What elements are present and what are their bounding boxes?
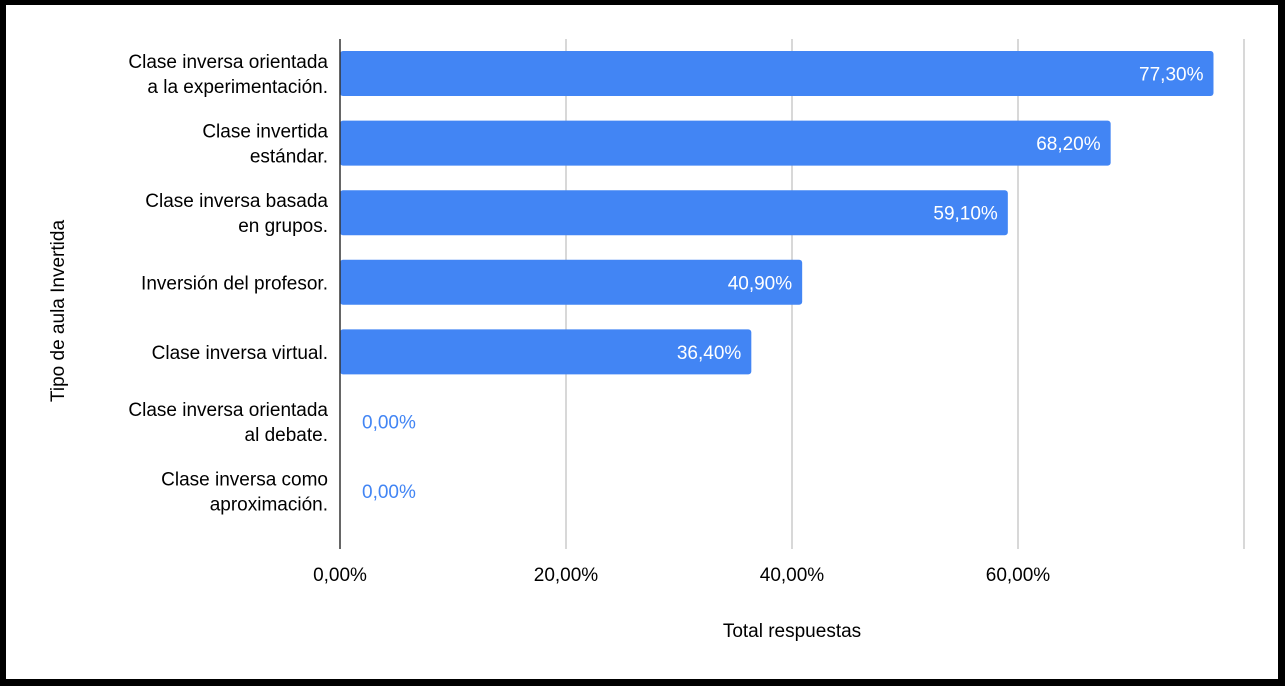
bar-0 [340,51,1214,96]
category-label-line: Clase inversa virtual. [152,343,328,364]
category-label-line: estándar. [250,147,328,168]
bars [340,51,1214,375]
category-label-0: Clase inversa orientada a la experimentac… [128,52,328,98]
category-label-line: Inversión del profesor. [141,273,328,294]
category-label-line: Clase inversa orientada [128,52,328,73]
category-label-3: Inversión del profesor. [141,273,328,294]
category-label-line: en grupos. [238,216,328,237]
value-labels: 77,30% 68,20% 59,10% 40,90% 36,40% 0,00% 0,00% [362,65,1204,504]
category-labels: Clase inversa orientada a la experimentac… [128,52,328,516]
category-label-1: Clase invertida estándar. [202,122,328,168]
category-label-line: a la experimentación. [147,77,328,98]
category-label-line: Clase invertida [202,122,328,143]
category-label-line: aproximación. [210,495,328,516]
bar-4 [340,329,752,375]
chart-frame: 77,30% 68,20% 59,10% 40,90% 36,40% 0,00% 0,00%… [6,5,1278,679]
x-tick-label-3: 60,00% [986,565,1051,586]
category-label-6: Clase inversa como aproximación. [161,470,328,516]
bar-value-label-3: 40,90% [728,273,793,294]
bar-value-label-5: 0,00% [362,413,416,434]
x-tick-labels: 0,00% 20,00% 40,00% 60,00% [313,565,1050,586]
category-label-line: Clase inversa como [161,470,328,491]
bar-value-label-6: 0,00% [362,482,416,503]
bar-1 [340,120,1111,166]
bar-2 [340,190,1008,236]
category-label-5: Clase inversa orientada al debate. [128,400,328,446]
category-label-4: Clase inversa virtual. [152,343,328,364]
category-label-line: Clase inversa orientada [128,400,328,421]
bar-value-label-0: 77,30% [1139,65,1204,86]
category-label-line: Clase inversa basada [145,191,328,212]
x-tick-label-2: 40,00% [760,565,825,586]
x-tick-label-1: 20,00% [534,565,599,586]
bar-value-label-1: 68,20% [1036,134,1101,155]
bar-value-label-2: 59,10% [933,204,998,225]
category-label-2: Clase inversa basada en grupos. [145,191,328,237]
bar-chart: 77,30%68,20%59,10%40,90%36,40%0,00%0,00%… [48,39,1245,642]
bar-value-label-4: 36,40% [677,343,742,364]
category-label-line: al debate. [245,425,328,446]
x-axis-title: Total respuestas [723,621,861,642]
y-axis-title: Tipo de aula Invertida [48,220,69,402]
x-tick-label-0: 0,00% [313,565,367,586]
bar-3 [340,259,803,305]
